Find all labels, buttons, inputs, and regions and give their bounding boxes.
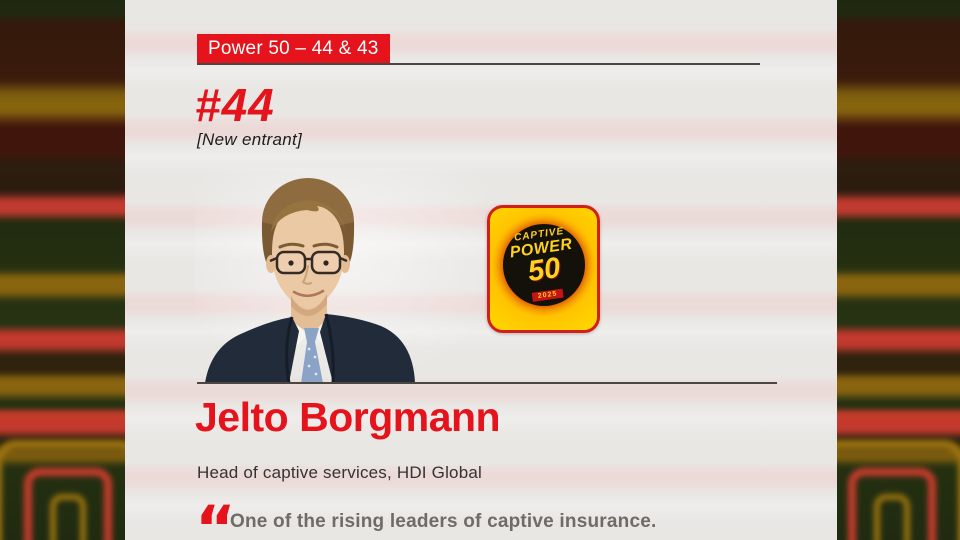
category-tag: Power 50 – 44 & 43 (197, 34, 390, 64)
profile-card: Power 50 – 44 & 43 #44 [New entrant] (125, 0, 837, 540)
quote-mark-icon: “ (195, 492, 236, 540)
tunnel-ring (874, 494, 910, 540)
award-badge: CAPTIVE POWER 50 2025 (487, 205, 600, 333)
person-name: Jelto Borgmann (195, 394, 501, 440)
person-role: Head of captive services, HDI Global (197, 463, 482, 482)
tunnel-ring (50, 494, 86, 540)
portrait-photo (195, 168, 485, 383)
divider-middle (197, 382, 777, 384)
entrant-status: [New entrant] (197, 130, 303, 149)
tunnel-ring (848, 468, 936, 540)
badge-year: 2025 (531, 288, 564, 302)
badge-text: CAPTIVE POWER 50 2025 (507, 226, 579, 305)
badge-circle: CAPTIVE POWER 50 2025 (502, 224, 585, 307)
quote-text: One of the rising leaders of captive ins… (230, 511, 657, 532)
rank-heading: #44 (195, 79, 275, 131)
tunnel-ring (24, 468, 112, 540)
divider-top (197, 63, 760, 65)
